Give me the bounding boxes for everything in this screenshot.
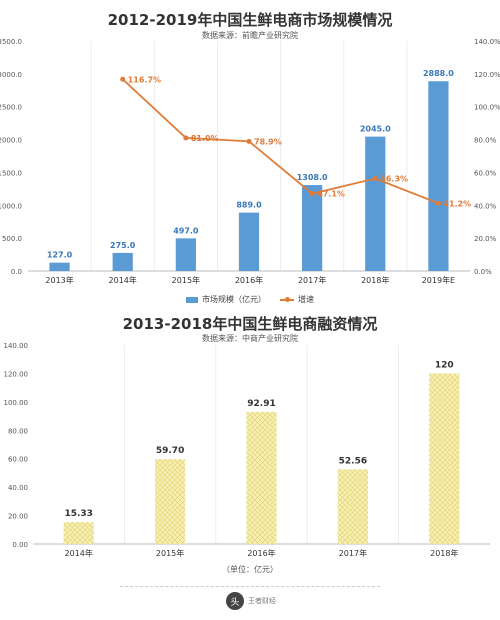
growth-line: [122, 78, 439, 205]
x-tick-label: 2018年: [430, 548, 458, 558]
y2-tick-label: 20.0%: [474, 235, 497, 243]
legend-label-growth: 增速: [298, 295, 314, 304]
y-tick-label: 80.00: [8, 427, 28, 435]
bar-value-label: 52.56: [339, 456, 367, 466]
chart1-legend: 市场规模（亿元） 增速: [0, 294, 500, 305]
y-tick-label: 140.00: [4, 342, 29, 350]
chart1-subtitle: 数据来源：前瞻产业研究院: [202, 31, 298, 40]
bar: [428, 81, 449, 272]
x-tick-label: 2019年E: [422, 275, 455, 285]
bar-value-label: 2888.0: [423, 69, 454, 78]
y-tick-label: 500.0: [2, 235, 22, 243]
x-tick-label: 2014年: [65, 548, 93, 558]
y-tick-label: 20.00: [8, 513, 28, 521]
growth-point: [246, 138, 252, 144]
growth-value-label: 41.2%: [443, 199, 471, 208]
bar: [112, 252, 133, 271]
bar: [365, 136, 386, 271]
x-tick-label: 2015年: [172, 275, 200, 285]
growth-point: [183, 135, 189, 141]
y-tick-label: 60.00: [8, 456, 28, 464]
bar-value-label: 2045.0: [360, 125, 391, 134]
y-tick-label: 3000.0: [0, 71, 22, 79]
growth-value-label: 47.1%: [317, 190, 345, 199]
bar: [238, 212, 260, 271]
growth-value-label: 78.9%: [254, 137, 282, 146]
y-tick-label: 1500.0: [0, 169, 22, 177]
bar-value-label: 889.0: [236, 201, 262, 210]
bar: [302, 185, 323, 271]
bar: [49, 262, 70, 271]
y2-tick-label: 100.0%: [474, 104, 500, 112]
chart1-title: 2012-2019年中国生鲜电商市场规模情况: [107, 11, 393, 29]
logo-icon: 头: [226, 592, 244, 610]
y-tick-label: 3500.0: [0, 38, 22, 46]
y-tick-label: 40.00: [8, 484, 28, 492]
bar-value-label: 127.0: [47, 251, 73, 260]
chart2-subtitle: 数据来源：中商产业研究院: [202, 334, 298, 343]
x-tick-label: 2017年: [339, 548, 367, 558]
y2-tick-label: 120.0%: [474, 71, 500, 79]
chart1-plot: 0.0 500.0 1000.0 1500.0 2000.0 2500.0 3000.0 35…: [0, 38, 500, 285]
y2-tick-label: 0.0%: [474, 268, 492, 276]
y-tick-label: 2500.0: [0, 104, 22, 112]
y-tick-label: 1000.0: [0, 202, 22, 210]
growth-value-label: 56.3%: [380, 175, 408, 184]
legend-item-growth: 增速: [280, 294, 314, 305]
chart2-unit-note: （单位：亿元）: [222, 565, 278, 574]
bar-value-label: 15.33: [64, 509, 92, 519]
growth-point: [120, 76, 126, 82]
y2-tick-label: 140.0%: [474, 38, 500, 46]
bar-value-label: 275.0: [110, 241, 136, 250]
x-tick-label: 2017年: [298, 275, 326, 285]
x-tick-label: 2016年: [247, 548, 275, 558]
y-tick-label: 120.00: [4, 370, 29, 378]
legend-item-market-size: 市场规模（亿元）: [186, 294, 266, 305]
growth-value-label: 81.0%: [191, 134, 219, 143]
bar-value-label: 59.70: [156, 446, 184, 456]
x-tick-label: 2014年: [109, 275, 137, 285]
bar: [246, 411, 277, 544]
bar: [429, 373, 460, 544]
chart2-plot: 0.00 20.00 40.00 60.00 80.00 100.00 120.00 140.…: [4, 342, 490, 558]
legend-bar-swatch: [186, 296, 198, 303]
legend-line-swatch: [280, 296, 294, 302]
logo-text: 王者财经: [248, 597, 276, 605]
y-tick-label: 100.00: [4, 399, 29, 407]
legend-label-market-size: 市场规模（亿元）: [202, 295, 266, 304]
growth-point: [435, 200, 441, 206]
bar-value-label: 497.0: [173, 226, 199, 235]
bar-value-label: 1308.0: [297, 173, 328, 182]
bar: [155, 459, 186, 544]
y2-tick-label: 80.0%: [474, 137, 497, 145]
growth-value-label: 116.7%: [128, 75, 161, 84]
y-tick-label: 2000.0: [0, 137, 22, 145]
chart2-title: 2013-2018年中国生鲜电商融资情况: [122, 315, 378, 333]
bar: [63, 522, 94, 544]
y2-tick-label: 60.0%: [474, 169, 497, 177]
growth-point: [309, 191, 315, 197]
bar: [337, 469, 368, 544]
x-tick-label: 2013年: [45, 275, 73, 285]
bar: [175, 238, 196, 271]
bar-value-label: 120: [435, 360, 454, 370]
bar-value-label: 92.91: [247, 399, 275, 409]
footer-logo: 头 王者财经: [226, 592, 276, 610]
y-tick-label: 0.0: [11, 268, 22, 276]
y2-tick-label: 40.0%: [474, 202, 497, 210]
x-tick-label: 2015年: [156, 548, 184, 558]
x-tick-label: 2016年: [235, 275, 263, 285]
footer-divider: [120, 586, 380, 587]
y-tick-label: 0.00: [12, 541, 28, 549]
growth-point: [372, 176, 378, 182]
x-tick-label: 2018年: [361, 275, 389, 285]
